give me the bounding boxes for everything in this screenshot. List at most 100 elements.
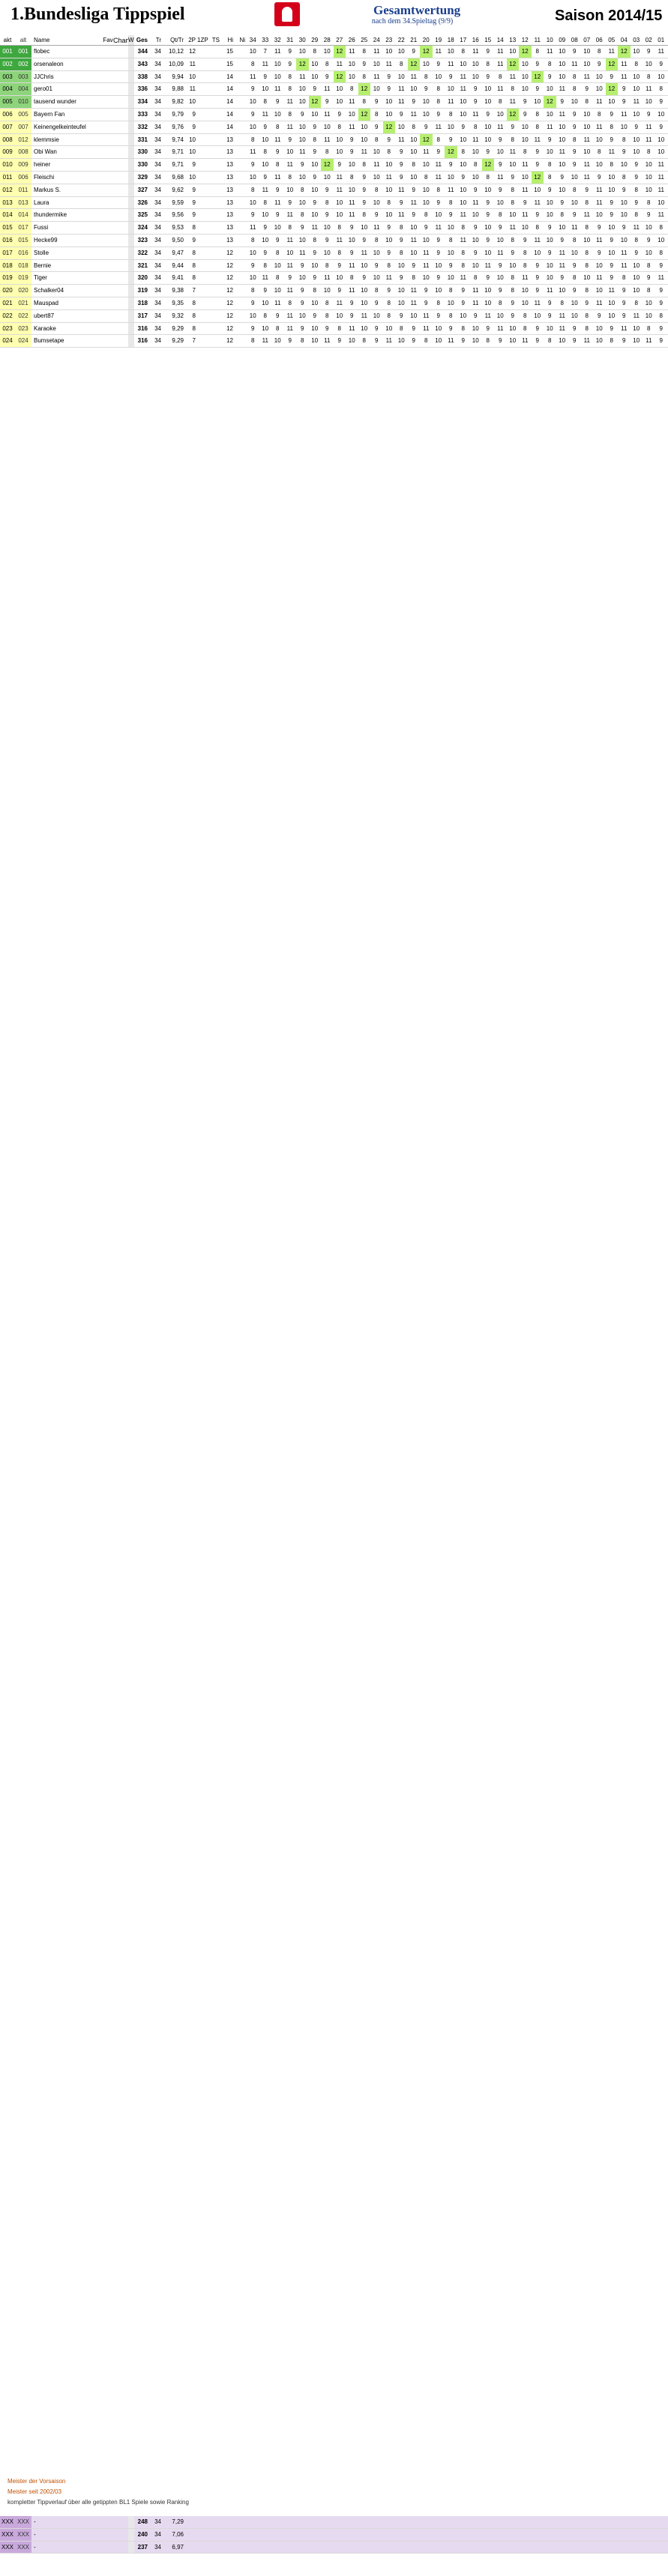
total-points: 333 [137, 110, 148, 118]
matchday-points: 8 [263, 148, 267, 156]
matchday-points: 10 [546, 85, 553, 93]
points-per-tip: 9,35 [172, 299, 184, 306]
matchday-points: 8 [251, 136, 255, 143]
lowest-score [235, 335, 247, 347]
two-points: 11 [189, 85, 196, 93]
matchday-points: 9 [424, 85, 428, 93]
player-name: - [34, 2530, 36, 2538]
matchday-points: 10 [472, 236, 479, 244]
matchday-points: 10 [620, 123, 628, 130]
summary-row: XXX XXX -248 34 7,29 [0, 2516, 668, 2529]
lowest-score [235, 134, 247, 146]
points-per-tip: 9,44 [172, 261, 184, 269]
matchday-points: 11 [373, 161, 380, 169]
matchday-points: 8 [461, 324, 465, 332]
matchday-points: 10 [262, 85, 269, 93]
matchday-points: 10 [249, 98, 256, 106]
matchday-points: 10 [298, 173, 306, 181]
matchday-points: 11 [410, 73, 417, 80]
column-header: 32 [274, 37, 281, 43]
matchday-points: 8 [251, 287, 255, 294]
matchday-points: 11 [423, 249, 430, 256]
rank-previous: 022 [15, 309, 31, 322]
matchday-points: 9 [412, 337, 415, 345]
matchday-points: 10 [608, 173, 616, 181]
matchday-points: 8 [486, 60, 490, 67]
matchday-points: 10 [595, 337, 603, 345]
matchday-points: 9 [449, 136, 453, 143]
matchday-points: 9 [461, 123, 465, 130]
favorite-team-icon [103, 197, 113, 209]
matchday-points: 8 [362, 48, 366, 55]
matchday-points: 10 [410, 136, 418, 143]
matchday-points: 10 [385, 211, 393, 219]
matchday-points: 10 [571, 299, 578, 306]
matchday-points: 9 [474, 249, 478, 256]
matchday-points: 10 [447, 123, 454, 130]
tips-count: 34 [154, 2543, 161, 2551]
matchday-points: 10 [348, 73, 355, 80]
column-header: 03 [633, 37, 640, 43]
matchday-points: 9 [424, 299, 428, 306]
matchday-points: 9 [535, 287, 539, 294]
week-marker [128, 234, 134, 247]
matchday-points: 11 [385, 60, 392, 67]
matchday-points: 8 [523, 261, 527, 269]
one-point [197, 83, 209, 95]
matchday-points: 10 [484, 287, 492, 294]
bundesliga-logo-icon [274, 2, 300, 26]
matchday-points: 10 [385, 186, 393, 193]
rank-previous: 002 [15, 58, 31, 70]
rank-previous: 005 [15, 108, 31, 121]
matchday-points: 10 [633, 48, 640, 55]
matchday-points: 9 [486, 73, 490, 80]
matchday-points: 8 [585, 261, 589, 269]
matchday-points: 8 [523, 249, 527, 256]
player-name: thundermike [34, 211, 67, 219]
matchday-points: 8 [387, 261, 391, 269]
matchday-points: 10 [422, 274, 430, 282]
matchday-points: 8 [610, 337, 613, 345]
season-label: Saison 2014/15 [555, 7, 663, 24]
matchday-points: 10 [546, 211, 553, 219]
matchday-points: 10 [447, 48, 454, 55]
matchday-points: 10 [559, 60, 566, 67]
matchday-points: 10 [435, 287, 442, 294]
lowest-score [235, 184, 247, 196]
matchday-points: 11 [286, 161, 293, 169]
player-name: Stolle [34, 249, 49, 256]
matchday-points: 9 [337, 337, 341, 345]
matchday-points: 8 [276, 324, 280, 332]
matchday-points: 8 [362, 337, 366, 345]
matchday-points: 12 [605, 83, 618, 96]
matchday-points: 8 [511, 274, 514, 282]
matchday-points: 11 [286, 211, 293, 219]
matchday-points: 8 [325, 312, 329, 319]
matchday-points: 10 [620, 199, 628, 206]
matchday-points: 10 [534, 249, 541, 256]
week-marker [128, 2528, 134, 2541]
player-name: Schalker04 [34, 287, 64, 294]
column-header: 05 [608, 37, 616, 43]
matchday-points: 10 [373, 173, 380, 181]
matchday-points: 9 [560, 236, 564, 244]
matchday-points: 9 [276, 148, 280, 156]
table-row: 024 024 Bumsetape 316 34 9,29 7 12 8 11 10 9 8 10 11 9 1… [0, 335, 668, 348]
matchday-points: 8 [325, 199, 329, 206]
matchday-points: 9 [387, 287, 391, 294]
matchday-points: 11 [509, 148, 516, 156]
matchday-points: 8 [263, 261, 267, 269]
matchday-points: 10 [496, 199, 504, 206]
matchday-points: 8 [474, 274, 478, 282]
player-name: tausend wunder [34, 98, 76, 106]
rank-current: 012 [0, 184, 15, 196]
matchday-points: 11 [274, 85, 281, 93]
matchday-points: 11 [583, 173, 590, 181]
table-row: 009 008 Obi Wan 330 34 9,71 10 13 11 8 9 10 11 9 8 10 9 1… [0, 146, 668, 160]
two-points: 9 [192, 199, 196, 206]
matchday-points: 9 [598, 224, 601, 232]
matchday-points: 10 [633, 73, 640, 80]
matchday-points: 9 [276, 236, 280, 244]
favorite-team-icon [103, 2516, 113, 2528]
tips-count: 34 [154, 261, 161, 269]
